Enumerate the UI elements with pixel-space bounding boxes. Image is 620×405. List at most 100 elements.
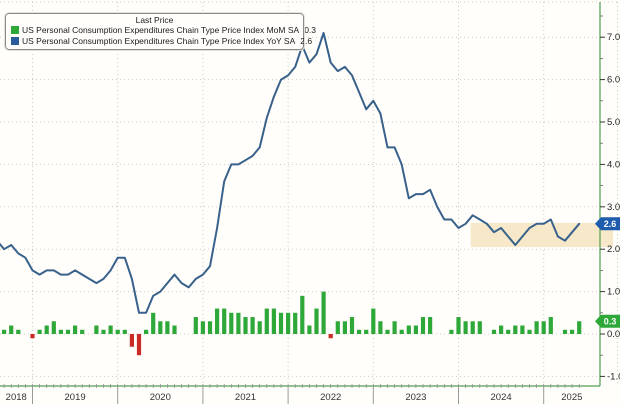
mom-bar [229, 312, 234, 334]
mom-bar [527, 329, 532, 334]
mom-bar [1, 329, 7, 334]
mom-bar [257, 321, 262, 334]
mom-last-price-badge-label: 0.3 [604, 316, 617, 326]
mom-bar [278, 312, 284, 334]
mom-bar [122, 329, 127, 334]
mom-last-price-badge [595, 314, 620, 328]
x-axis-year-label: 2025 [561, 392, 582, 403]
x-axis-year-label: 2020 [150, 392, 171, 403]
mom-bar [342, 321, 347, 334]
mom-bar [541, 321, 546, 334]
mom-bar [328, 334, 333, 339]
highlight-region [470, 222, 613, 248]
mom-bar [193, 317, 198, 334]
mom-bar [44, 325, 49, 334]
mom-bar [307, 325, 312, 334]
mom-bar [16, 329, 21, 334]
legend-label-yoy: US Personal Consumption Expenditures Cha… [22, 35, 296, 46]
mom-bar [151, 312, 156, 334]
mom-bar [172, 325, 177, 334]
mom-bar [73, 325, 78, 334]
y-axis-tick-label: 3.0 [607, 202, 620, 213]
y-axis-tick-label: -1.0 [607, 371, 620, 382]
mom-bar [534, 321, 539, 334]
legend-item-yoy[interactable]: US Personal Consumption Expenditures Cha… [11, 35, 312, 47]
mom-bar [264, 308, 269, 334]
mom-bar [378, 321, 383, 334]
mom-bar [9, 325, 14, 334]
y-axis-tick-label: 5.0 [607, 117, 620, 128]
mom-bar [470, 321, 475, 334]
mom-bar [243, 317, 248, 334]
mom-bar [165, 321, 170, 334]
y-axis-tick-label: 0.0 [607, 329, 620, 340]
x-axis-year-label: 2019 [65, 392, 86, 403]
mom-bar [491, 329, 497, 334]
mom-bar [399, 329, 404, 334]
mom-bar [371, 308, 376, 334]
mom-bar [428, 317, 433, 334]
mom-bar [562, 329, 568, 334]
mom-bar [215, 308, 220, 334]
mom-bar [513, 325, 518, 334]
mom-bar [520, 325, 525, 334]
mom-bar [51, 321, 56, 334]
mom-bar [94, 325, 99, 334]
x-axis-year-label: 2021 [235, 392, 256, 403]
mom-bar [300, 295, 305, 334]
x-axis-year-label: 2018 [6, 392, 27, 403]
mom-bar [37, 329, 42, 334]
mom-bar [250, 317, 255, 334]
mom-bar [406, 325, 411, 334]
mom-bar [129, 334, 134, 347]
mom-bar [65, 329, 71, 334]
mom-bar [357, 329, 362, 334]
y-axis-tick-label: 2.0 [607, 244, 620, 255]
mom-bar [207, 321, 213, 334]
legend-value-mom: 0.3 [304, 25, 317, 35]
mom-bar [101, 329, 106, 334]
legend-item-mom[interactable]: US Personal Consumption Expenditures Cha… [11, 25, 316, 36]
mom-series-swatch-icon [11, 26, 19, 35]
y-axis-tick-label: 6.0 [607, 75, 620, 86]
y-axis-tick-label: 4.0 [607, 159, 620, 170]
mom-bar [413, 325, 418, 334]
chart-legend: Last Price US Personal Consumption Expen… [4, 12, 316, 51]
mom-bar [570, 329, 575, 334]
mom-bar [548, 317, 553, 334]
mom-bar [420, 317, 426, 334]
mom-bar [136, 334, 142, 356]
mom-bar [506, 329, 511, 334]
mom-bar [236, 312, 241, 334]
mom-bar [271, 308, 276, 334]
legend-value-yoy: 2.6 [300, 35, 313, 46]
mom-bar [385, 329, 390, 334]
mom-bar [456, 317, 461, 334]
y-axis-tick-label: 1.0 [607, 287, 620, 298]
y-axis-tick-label: 7.0 [607, 32, 620, 43]
mom-bar [115, 329, 120, 334]
mom-bar [200, 321, 205, 334]
yoy-line [0, 32, 581, 314]
mom-bar [108, 325, 113, 334]
x-axis-year-label: 2024 [491, 392, 512, 403]
mom-bar [158, 321, 163, 334]
mom-bar [477, 321, 482, 334]
mom-bar [349, 317, 355, 334]
mom-bar [222, 308, 227, 334]
mom-bar [364, 329, 369, 334]
x-axis-year-label: 2023 [405, 392, 426, 403]
mom-bar [392, 321, 397, 334]
mom-bar [449, 329, 454, 334]
mom-bar [30, 334, 35, 339]
mom-bar [293, 312, 298, 334]
mom-bar [286, 312, 291, 334]
mom-bar [499, 325, 504, 334]
mom-bar [144, 329, 149, 334]
legend-title: Last Price [135, 15, 174, 25]
x-axis-year-label: 2022 [320, 392, 341, 403]
mom-bar [335, 321, 340, 334]
mom-bar [321, 291, 326, 334]
